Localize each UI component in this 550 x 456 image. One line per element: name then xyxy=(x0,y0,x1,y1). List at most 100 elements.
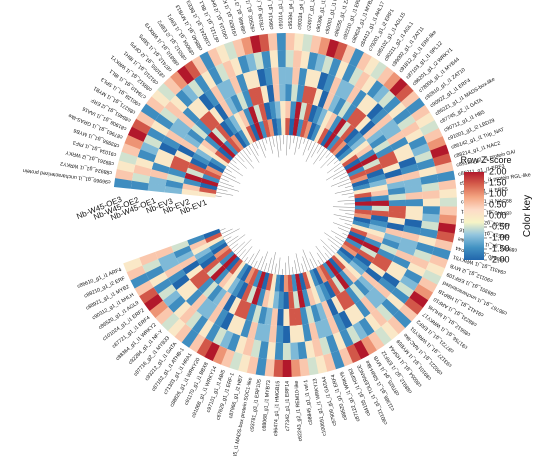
heatmap-cell xyxy=(237,129,251,147)
heatmap-cell xyxy=(231,279,245,297)
heatmap-cell xyxy=(349,303,365,322)
heatmap-cell xyxy=(241,283,253,302)
heatmap-cell xyxy=(320,129,334,147)
heatmap-cell xyxy=(301,85,312,104)
heatmap-cell xyxy=(292,118,300,136)
heatmap-cell xyxy=(216,81,231,101)
heatmap-cell xyxy=(279,84,286,102)
heatmap-cell xyxy=(285,33,296,51)
heatmap-cell xyxy=(187,234,205,246)
dendrogram-branch xyxy=(320,239,336,254)
heatmap-cell xyxy=(204,88,220,107)
heatmap-cell xyxy=(169,123,188,139)
heatmap-cell xyxy=(326,134,341,152)
heatmap-cell xyxy=(303,121,313,139)
heatmap-cell xyxy=(204,135,221,151)
heatmap-cell xyxy=(349,283,365,301)
heatmap-cell xyxy=(340,289,355,308)
heatmap-cell xyxy=(193,247,212,261)
heatmap-cell xyxy=(275,325,284,343)
heatmap-cell xyxy=(194,74,211,94)
heatmap-cell xyxy=(137,148,157,163)
heatmap-cell xyxy=(187,102,205,120)
heatmap-cell xyxy=(184,60,202,80)
heatmap-cell xyxy=(378,90,396,109)
heatmap-cell xyxy=(121,142,141,158)
heatmap-cell xyxy=(207,305,223,324)
dendrogram-branch xyxy=(254,141,259,149)
dendrogram-branch xyxy=(221,228,233,235)
heatmap-cell xyxy=(413,248,432,263)
heatmap-cell xyxy=(328,115,343,133)
heatmap-cell xyxy=(236,263,250,280)
heatmap-cell xyxy=(367,331,385,351)
heatmap-cell xyxy=(179,305,197,324)
heatmap-cell xyxy=(403,225,422,236)
heatmap-cell xyxy=(267,33,278,51)
heatmap-cell xyxy=(357,275,374,292)
heatmap-cell xyxy=(149,300,169,318)
heatmap-cell xyxy=(390,136,409,152)
heatmap-cell xyxy=(145,265,165,281)
dendrogram-branch xyxy=(251,143,259,156)
heatmap-cell xyxy=(207,131,224,147)
heatmap-cell xyxy=(233,112,246,130)
dendrogram-branch xyxy=(339,209,355,212)
heatmap-cell xyxy=(294,101,303,120)
heatmap-cell xyxy=(353,279,370,297)
heatmap-cell xyxy=(354,192,372,199)
heatmap-cell xyxy=(296,119,304,137)
heatmap-cell xyxy=(226,137,242,153)
heatmap-cell xyxy=(162,289,181,307)
heatmap-cell xyxy=(315,302,327,321)
heatmap-cell xyxy=(257,306,268,325)
heatmap-cell xyxy=(322,262,336,279)
heatmap-cell xyxy=(118,151,138,165)
dendrogram-branch xyxy=(258,140,266,158)
heatmap-cell xyxy=(345,325,361,345)
heatmap-cell xyxy=(343,307,359,326)
heatmap-cell xyxy=(282,342,291,360)
dendrogram-branch xyxy=(332,171,347,180)
heatmap-cell xyxy=(405,128,424,144)
heatmap-cell xyxy=(215,123,231,141)
heatmap-cell xyxy=(415,242,435,255)
dendrogram-branch xyxy=(309,251,318,268)
heatmap-cell xyxy=(295,324,305,343)
heatmap-cell xyxy=(338,270,354,287)
heatmap-cell xyxy=(351,178,370,188)
heatmap-cell xyxy=(256,288,266,307)
heatmap-cell xyxy=(219,330,234,349)
heatmap-cell xyxy=(171,274,190,291)
heatmap-cell xyxy=(248,105,259,124)
heatmap-cell xyxy=(409,290,429,308)
heatmap-cell xyxy=(380,321,399,341)
heatmap-cell xyxy=(371,205,389,212)
gene-label: c88321_g1_i1 NAC68 xyxy=(461,198,512,205)
heatmap-cell xyxy=(268,325,277,343)
dendrogram-branch xyxy=(333,222,351,230)
heatmap-cell xyxy=(167,318,186,337)
heatmap-cell xyxy=(306,122,317,140)
heatmap-cell xyxy=(232,260,246,278)
heatmap-cell xyxy=(297,341,308,360)
heatmap-cell xyxy=(324,112,338,131)
heatmap-cell xyxy=(332,313,347,332)
gene-label: c77342_g1_i1 ERF14 xyxy=(285,381,292,431)
heatmap-cell xyxy=(338,347,353,367)
heatmap-cell xyxy=(345,237,363,250)
heatmap-cell xyxy=(291,274,298,292)
gene-label: c90334_g4_i4 MYB5 xyxy=(297,0,307,30)
heatmap-cell xyxy=(255,357,267,376)
dendrogram-branch xyxy=(316,145,323,154)
heatmap-cell xyxy=(417,235,437,247)
heatmap-cell xyxy=(314,355,328,374)
heatmap-cell xyxy=(165,129,184,145)
dendrogram-branch xyxy=(265,137,268,144)
heatmap-cell xyxy=(155,246,174,259)
heatmap-cell xyxy=(170,94,188,113)
dendrogram-branch xyxy=(337,199,355,202)
color-key-tick-label: 2.00 xyxy=(489,166,507,176)
heatmap-cell xyxy=(361,241,380,254)
heatmap-cell xyxy=(283,308,290,326)
